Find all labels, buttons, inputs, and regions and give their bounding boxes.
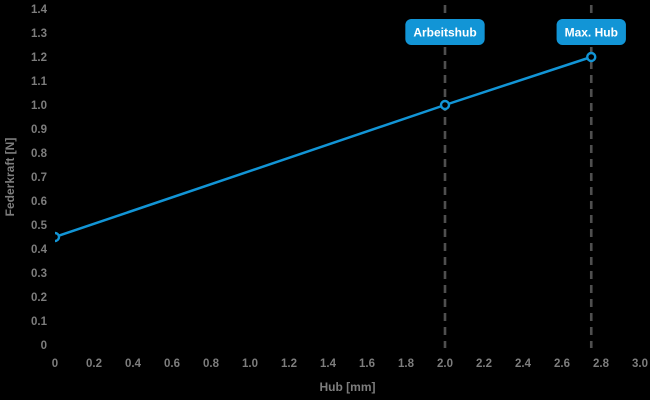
y-tick-label: 0.3 [31, 268, 47, 280]
y-tick-label: 0.1 [31, 316, 48, 328]
x-tick-label: 0.4 [125, 358, 142, 370]
x-tick-label: 1.4 [320, 358, 337, 370]
y-tick-label: 0.5 [31, 220, 48, 232]
y-tick-label: 0.6 [31, 196, 47, 208]
annotation-badge [405, 19, 485, 45]
y-tick-label: 0.7 [31, 172, 47, 184]
x-tick-label: 0 [52, 358, 58, 370]
series-group [55, 51, 597, 243]
data-point-marker [586, 51, 597, 63]
series-line [55, 55, 593, 239]
y-tick-label: 0.9 [31, 124, 47, 136]
x-tick-label: 2.0 [437, 358, 453, 370]
y-tick-label: 0.2 [31, 292, 47, 304]
x-tick-label: 2.4 [515, 358, 532, 370]
x-tick-label: 0.8 [203, 358, 220, 370]
x-axis-title: Hub [mm] [320, 380, 376, 394]
y-axis-title: Federkraft [N] [3, 138, 17, 217]
x-tick-label: 1.8 [398, 358, 415, 370]
data-point-marker [439, 99, 451, 111]
x-tick-label: 1.6 [359, 358, 375, 370]
y-tick-label: 0 [41, 340, 47, 352]
x-tick-label: 2.2 [476, 358, 492, 370]
x-tick-label: 0.2 [86, 358, 102, 370]
annotation-badge-label: Arbeitshub [413, 26, 476, 40]
annotation-badge-label: Max. Hub [565, 26, 618, 40]
x-tick-label: 0.6 [164, 358, 180, 370]
y-tick-label: 0.4 [31, 244, 48, 256]
annotation-badge [556, 19, 626, 45]
x-tick-label: 2.6 [554, 358, 570, 370]
y-tick-label: 1.2 [31, 52, 47, 64]
y-tick-label: 1.3 [31, 28, 47, 40]
y-tick-label: 1.0 [31, 100, 47, 112]
x-tick-label: 1.2 [281, 358, 297, 370]
x-tick-label: 2.8 [593, 358, 610, 370]
y-tick-label: 1.1 [31, 76, 48, 88]
x-tick-label: 1.0 [242, 358, 258, 370]
x-tick-label: 3.0 [632, 358, 648, 370]
y-tick-label: 1.4 [31, 4, 48, 16]
y-tick-label: 0.8 [31, 148, 48, 160]
data-point-marker [55, 231, 61, 243]
